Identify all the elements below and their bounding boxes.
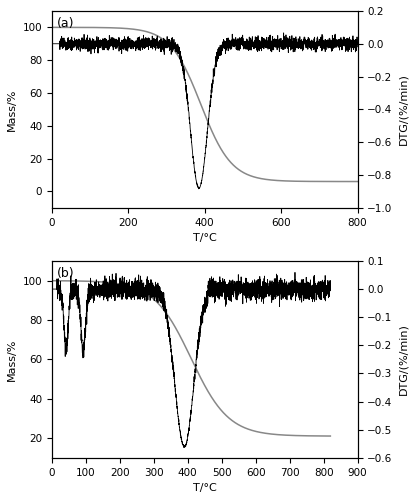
Y-axis label: Mass/%: Mass/%	[7, 338, 17, 380]
X-axis label: T/°C: T/°C	[193, 483, 217, 493]
Y-axis label: DTG/(%/min): DTG/(%/min)	[398, 324, 408, 396]
Text: (b): (b)	[56, 267, 74, 280]
Text: (a): (a)	[56, 17, 74, 30]
Y-axis label: DTG/(%/min): DTG/(%/min)	[398, 74, 408, 146]
X-axis label: T/°C: T/°C	[193, 233, 217, 243]
Y-axis label: Mass/%: Mass/%	[7, 88, 17, 130]
